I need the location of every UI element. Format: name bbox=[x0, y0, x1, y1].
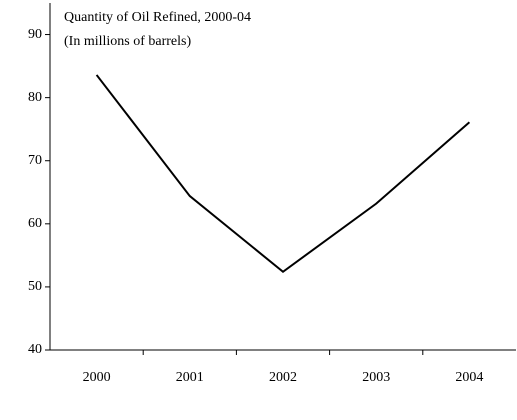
x-tick-label: 2001 bbox=[176, 370, 204, 385]
x-tick-label: 2002 bbox=[269, 370, 297, 385]
y-tick-label: 70 bbox=[28, 153, 42, 168]
y-tick-label: 90 bbox=[28, 27, 42, 42]
x-tick-label: 2000 bbox=[83, 370, 111, 385]
y-tick-label: 60 bbox=[28, 216, 42, 231]
chart-title: Quantity of Oil Refined, 2000-04 bbox=[64, 10, 251, 25]
y-tick-label: 40 bbox=[28, 342, 42, 357]
y-tick-label: 80 bbox=[28, 90, 42, 105]
y-tick-label: 50 bbox=[28, 279, 42, 294]
line bbox=[95, 74, 471, 274]
x-tick-label: 2003 bbox=[362, 370, 390, 385]
x-tick-label: 2004 bbox=[455, 370, 483, 385]
chart-subtitle: (In millions of barrels) bbox=[64, 34, 191, 49]
